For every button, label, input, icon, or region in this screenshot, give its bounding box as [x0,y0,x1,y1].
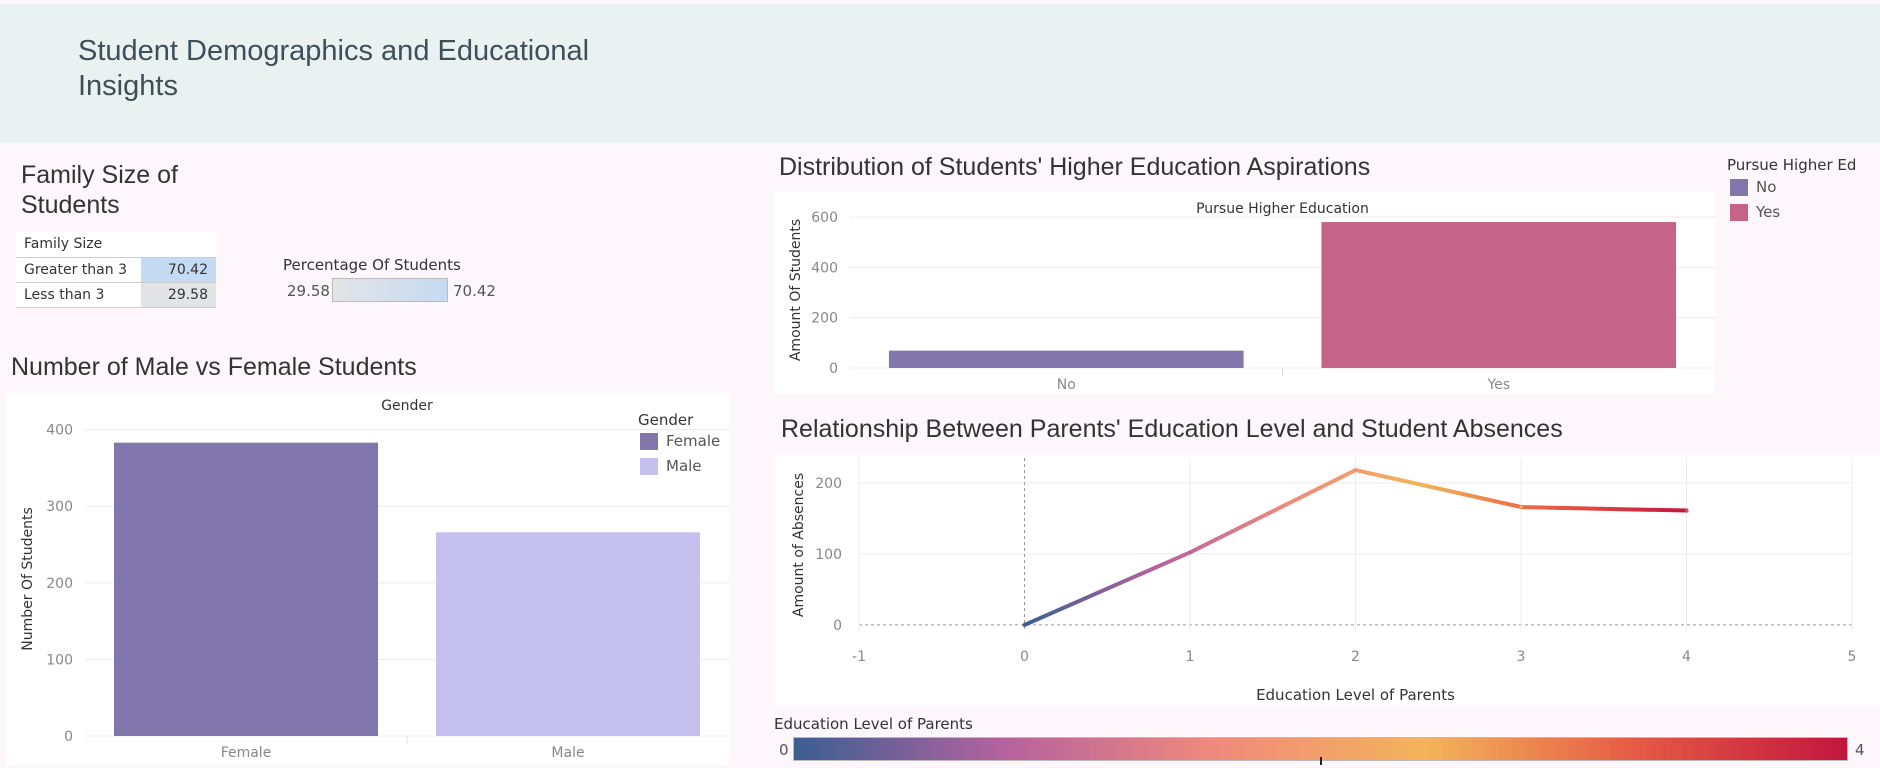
relationship-chart-panel [776,455,1880,705]
percentage-legend-max: 70.42 [453,282,496,300]
data-point [1354,468,1357,472]
aspirations-chart: Pursue Higher Education 0 200 400 600 No Yes Am… [788,201,1715,393]
bar-no [888,350,1244,368]
aspirations-legend: No Yes [1730,175,1780,225]
family-size-table: Family Size Greater than 3 70.42 Less th… [16,232,216,308]
gender-chart-title: Number of Male vs Female Students [11,353,417,381]
row-value: 70.42 [141,257,216,283]
y-tick-label: 300 [46,499,73,515]
dashboard-header [0,4,1880,143]
y-axis-label: Number Of Students [20,507,36,651]
y-tick-label: 0 [64,729,73,745]
legend-item-male[interactable]: Male [640,454,720,479]
aspirations-legend-title: Pursue Higher Ed [1727,156,1857,174]
y-tick-label: 200 [815,476,842,492]
x-tick-label: No [1057,377,1076,393]
x-tick-label: 3 [1517,649,1526,665]
bar-male [435,532,701,736]
legend-item-no[interactable]: No [1730,175,1780,200]
x-tick-label: Yes [1486,377,1510,393]
percentage-legend-gradient [332,278,448,302]
bar-yes [1321,222,1677,368]
row-value: 29.58 [141,282,216,308]
x-tick-label: 5 [1848,649,1857,665]
legend-label: Yes [1756,203,1781,221]
data-point [1023,623,1026,627]
y-tick-label: 400 [811,260,838,276]
y-tick-label: 600 [811,210,838,226]
row-label: Less than 3 [16,282,141,308]
legend-swatch [640,433,658,450]
x-tick-label: 2 [1351,649,1360,665]
x-tick-label: 1 [1186,649,1195,665]
y-tick-label: 200 [811,311,838,327]
x-tick-label: Male [551,745,584,761]
legend-label: Male [666,457,702,475]
y-tick-label: 100 [46,652,73,668]
table-row: Greater than 3 70.42 [16,257,216,283]
y-tick-label: 0 [829,361,838,377]
family-size-title: Family Size of Students [21,161,178,219]
dashboard-title: Student Demographics and Educational Ins… [78,35,590,102]
legend-item-female[interactable]: Female [640,429,720,454]
x-tick-label: Female [221,745,272,761]
chart-header-label: Pursue Higher Education [1196,201,1369,217]
relationship-chart: 0 100 200 -1 0 1 2 3 4 5 Education Level of Parent… [791,458,1857,704]
x-axis-label: Education Level of Parents [1256,686,1455,704]
x-tick-label: 4 [1682,649,1691,665]
y-axis-label: Amount Of Students [788,219,804,361]
legend-swatch [1730,179,1748,196]
relationship-legend-title: Education Level of Parents [774,715,973,733]
chart-header-label: Gender [381,398,433,414]
data-point [1519,505,1523,509]
data-point [1188,550,1192,554]
percentage-legend-title: Percentage Of Students [283,256,461,274]
y-axis-label: Amount of Absences [791,473,807,617]
legend-swatch [640,458,658,475]
gender-legend: Female Male [640,429,720,479]
y-tick-label: 0 [833,618,842,634]
x-tick-label: -1 [852,649,866,665]
percentage-legend-min: 29.58 [287,282,330,300]
row-label: Greater than 3 [16,257,141,283]
gender-legend-title: Gender [638,411,694,429]
y-tick-label: 400 [46,423,73,439]
aspirations-chart-title: Distribution of Students' Higher Educati… [779,153,1371,181]
legend-swatch [1730,204,1748,221]
bar-female [113,442,379,736]
gradient-marker [1320,757,1322,765]
legend-label: Female [666,432,721,450]
relationship-legend-min: 0 [779,741,789,759]
legend-label: No [1756,178,1777,196]
legend-item-yes[interactable]: Yes [1730,200,1780,225]
x-tick-label: 0 [1020,649,1029,665]
family-size-column-header: Family Size [16,232,216,258]
y-tick-label: 200 [46,576,73,592]
table-row: Less than 3 29.58 [16,282,216,308]
gender-chart: Gender 0 100 200 300 400 Female Male Number Of S… [20,398,729,761]
relationship-legend-max: 4 [1855,741,1865,759]
data-point [1685,509,1688,513]
y-tick-label: 100 [815,547,842,563]
relationship-chart-title: Relationship Between Parents' Education … [781,415,1563,443]
